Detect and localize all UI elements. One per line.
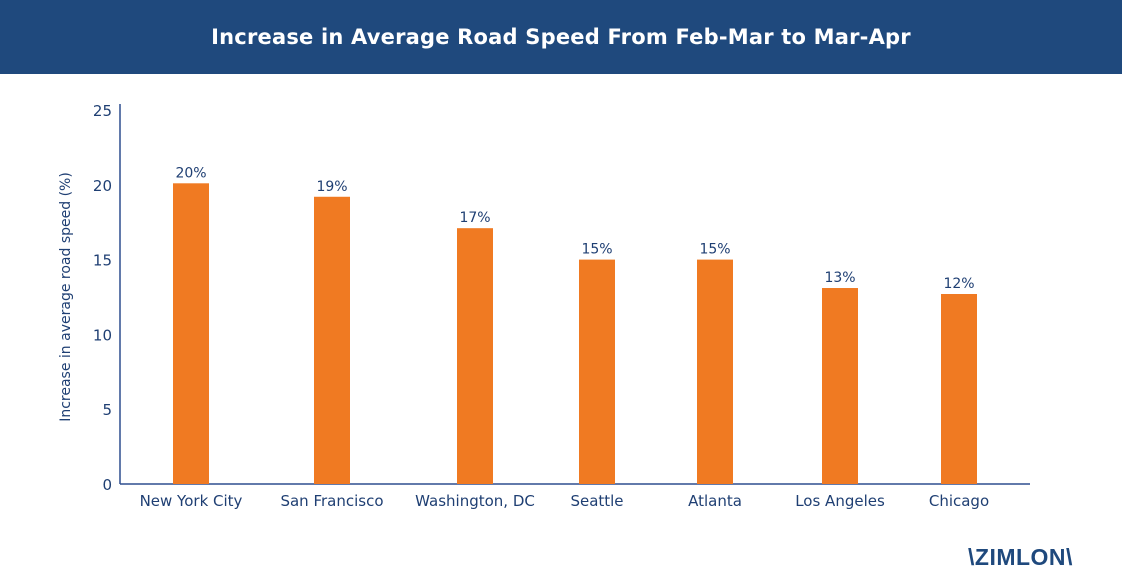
bar-seattle [579, 259, 615, 484]
bar-atlanta [697, 259, 733, 484]
x-tick-label: Los Angeles [795, 492, 885, 510]
y-tick-label: 25 [93, 102, 112, 120]
data-label: 15% [581, 242, 612, 258]
y-tick-label: 20 [93, 177, 112, 195]
data-label: 19% [316, 179, 347, 195]
bar-new-york-city [173, 183, 209, 484]
x-tick-label: Seattle [570, 492, 623, 510]
y-tick-label: 5 [102, 401, 112, 419]
bar-san-francisco [314, 196, 350, 484]
y-tick-label: 10 [93, 326, 112, 344]
zimlon-logo: \ZIMLON\ [968, 544, 1073, 570]
data-label: 15% [699, 242, 730, 258]
y-axis-label: Increase in average road speed (%) [58, 172, 74, 422]
x-tick-label: Atlanta [688, 492, 742, 510]
data-label: 20% [175, 165, 206, 181]
title-banner: Increase in Average Road Speed From Feb-… [0, 0, 1122, 74]
x-tick-label: Washington, DC [415, 492, 535, 510]
x-tick-label: Chicago [929, 492, 989, 510]
y-tick-label: 15 [93, 252, 112, 270]
data-label: 12% [943, 276, 974, 292]
data-label: 17% [459, 210, 490, 226]
x-tick-label: New York City [140, 492, 243, 510]
bar-los-angeles [822, 288, 858, 484]
bar-washington-dc [457, 228, 493, 484]
bar-chicago [941, 294, 977, 484]
x-tick-label: San Francisco [280, 492, 383, 510]
y-tick-label: 0 [102, 476, 112, 494]
data-label: 13% [824, 270, 855, 286]
chart-title: Increase in Average Road Speed From Feb-… [211, 25, 911, 49]
